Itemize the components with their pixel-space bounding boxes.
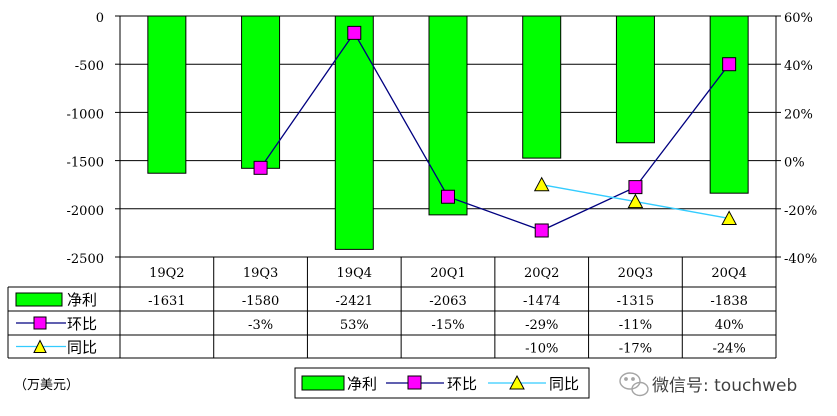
row-key-marker-yoy	[33, 339, 47, 353]
marker-yoy	[533, 176, 550, 192]
bar-net-profit	[615, 15, 655, 144]
marker-qoq	[441, 189, 455, 204]
right-tick-label: -40%	[784, 252, 817, 267]
cell-qoq: -11%	[619, 318, 652, 333]
cell-qoq: -29%	[525, 318, 558, 333]
cell-net-profit: -2063	[429, 294, 466, 309]
cell-qoq: -3%	[248, 318, 273, 333]
left-tick-label: -2500	[67, 252, 104, 267]
bar-net-profit	[147, 15, 187, 174]
right-tick-label: -20%	[784, 204, 817, 219]
marker-yoy	[627, 193, 644, 209]
unit-label: （万美元）	[14, 378, 79, 393]
cell-yoy: -10%	[525, 342, 558, 357]
row-label-qoq: 环比	[67, 315, 97, 333]
cell-net-profit: -1474	[523, 294, 560, 309]
right-tick-label: 0%	[784, 156, 805, 171]
legend-swatch-net-profit	[301, 375, 345, 391]
left-tick-label: -500	[75, 59, 104, 74]
cell-net-profit: -1315	[617, 294, 654, 309]
left-tick-label: -1500	[67, 156, 104, 171]
category-label: 20Q4	[711, 266, 746, 281]
data-table: 19Q2 19Q3 19Q4 20Q1 20Q2 20Q3 20Q4 净利 -1631 -1580…	[7, 256, 777, 359]
right-axis: 60% 40% 20% 0% -20% -40%	[776, 11, 817, 267]
row-key-marker-qoq	[33, 316, 47, 330]
wechat-icon	[619, 372, 649, 397]
cell-net-profit: -2421	[336, 294, 373, 309]
category-label: 19Q4	[337, 266, 372, 281]
cell-net-profit: -1631	[148, 294, 185, 309]
line-qoq	[260, 31, 730, 232]
row-label-yoy: 同比	[67, 339, 97, 357]
legend-label-yoy: 同比	[549, 375, 579, 393]
cell-yoy: -17%	[619, 342, 652, 357]
category-label: 20Q1	[430, 266, 465, 281]
bars	[147, 15, 749, 250]
legend-box: 净利 环比 同比	[294, 367, 590, 399]
watermark: 微信号: touchweb	[619, 372, 797, 397]
watermark-text: 微信号: touchweb	[652, 376, 797, 396]
category-label: 19Q2	[149, 266, 184, 281]
left-tick-label: -1000	[67, 107, 104, 122]
category-label: 20Q2	[524, 266, 559, 281]
series-lines	[253, 25, 737, 238]
legend-label-net-profit: 净利	[347, 375, 377, 393]
cell-net-profit: -1838	[710, 294, 747, 309]
legend-label-qoq: 环比	[447, 375, 477, 393]
cell-yoy: -24%	[712, 342, 745, 357]
category-label: 19Q3	[243, 266, 278, 281]
legend-marker-qoq	[407, 375, 422, 390]
bar-net-profit	[428, 15, 468, 216]
row-key-net-profit	[15, 292, 63, 307]
marker-qoq	[534, 223, 549, 238]
marker-qoq	[253, 160, 268, 175]
marker-yoy	[721, 210, 737, 225]
cell-net-profit: -1580	[242, 294, 279, 309]
legend-marker-yoy	[509, 374, 525, 390]
cell-qoq: 40%	[715, 318, 744, 333]
left-tick-label: -2000	[67, 204, 104, 219]
bar-net-profit	[241, 15, 281, 169]
marker-qoq	[628, 180, 643, 195]
bar-net-profit	[522, 15, 562, 159]
category-label: 20Q3	[618, 266, 653, 281]
marker-qoq	[722, 57, 737, 72]
right-tick-label: 20%	[784, 107, 813, 122]
cell-qoq: 53%	[340, 318, 369, 333]
cell-qoq: -15%	[431, 318, 464, 333]
right-tick-label: 60%	[784, 11, 813, 26]
left-tick-label: 0	[96, 11, 104, 26]
right-tick-label: 40%	[784, 59, 813, 74]
bar-net-profit	[709, 15, 749, 194]
row-label-net-profit: 净利	[67, 291, 97, 309]
marker-qoq	[347, 25, 362, 40]
left-axis: 0 -500 -1000 -1500 -2000 -2500	[67, 11, 120, 267]
